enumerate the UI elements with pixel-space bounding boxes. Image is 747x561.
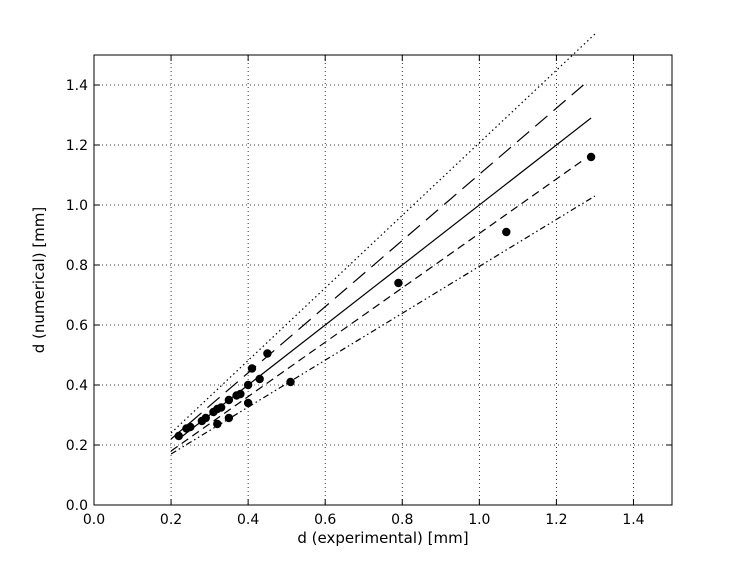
x-tick-label: 0.2 (160, 512, 182, 528)
data-point (247, 364, 257, 373)
data-point (286, 377, 295, 387)
data-point (224, 413, 234, 423)
y-tick-label: 0.8 (66, 258, 88, 274)
data-point (174, 431, 183, 441)
x-tick-label: 1.0 (468, 512, 490, 528)
y-tick-label: 1.4 (66, 78, 88, 94)
data-point (216, 403, 226, 412)
y-tick-label: 0.6 (66, 318, 88, 334)
data-point (255, 374, 264, 384)
y-tick-label: 0.2 (66, 438, 88, 454)
reference-line-dashed-short (170, 159, 584, 452)
y-tick-label: 0.4 (66, 378, 88, 394)
data-point (502, 227, 511, 237)
data-point (236, 389, 245, 399)
data-point (213, 419, 222, 429)
y-tick-label: 0.0 (66, 498, 88, 514)
axis-ticks: 0.0 0.2 0.4 0.6 0.8 1.0 1.2 1.4 0.0 0.2 0.4 0.6 0.8 1… (66, 55, 672, 528)
data-point (243, 380, 253, 390)
x-tick-label: 0.4 (237, 512, 259, 528)
reference-line-dashed-long (170, 84, 584, 440)
reference-line-dotted (170, 33, 596, 434)
x-tick-label: 0.6 (314, 512, 336, 528)
data-point (201, 413, 210, 423)
data-point (263, 349, 272, 358)
plot-frame (93, 54, 673, 506)
y-tick-label: 1.0 (66, 198, 88, 214)
x-tick-label: 1.2 (545, 512, 567, 528)
x-tick-label: 0.0 (83, 512, 105, 528)
data-points (174, 152, 596, 441)
data-point (243, 398, 253, 408)
data-point (394, 278, 403, 288)
y-tick-label: 1.2 (66, 138, 88, 154)
reference-line-dash-dot-dot (170, 195, 596, 455)
data-point (186, 422, 195, 432)
reference-lines (170, 33, 596, 455)
y-axis-label: d (numerical) [mm] (30, 207, 48, 353)
data-point (586, 152, 596, 162)
data-point (224, 395, 234, 405)
x-tick-label: 1.4 (622, 512, 644, 528)
x-tick-label: 0.8 (391, 512, 413, 528)
x-axis-label: d (experimental) [mm] (297, 529, 468, 547)
